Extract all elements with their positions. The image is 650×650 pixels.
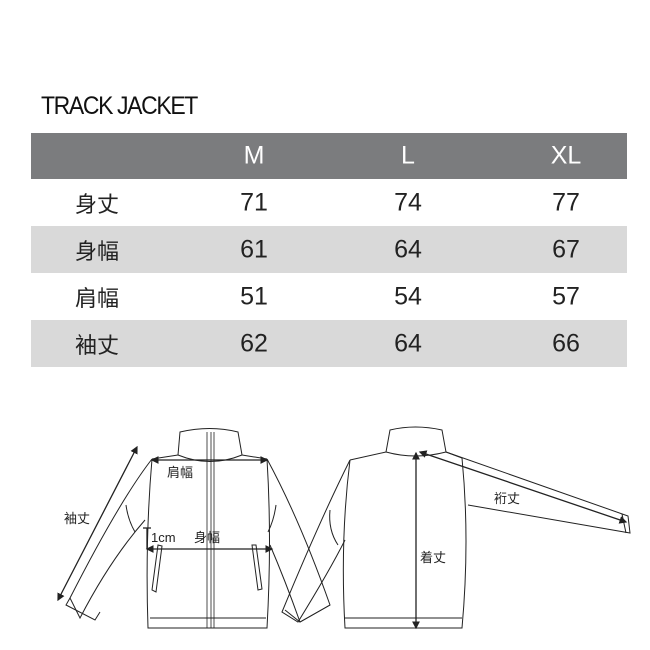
- measurement-lines: [57, 445, 628, 630]
- page-title: TRACK JACKET: [41, 92, 198, 120]
- row-label: 袖丈: [74, 332, 120, 358]
- table-row: 袖丈 62 64 66: [31, 320, 627, 367]
- cell: 74: [394, 188, 422, 216]
- row-label: 肩幅: [74, 285, 120, 311]
- table-header: M L XL: [31, 133, 627, 179]
- size-table: M L XL 身丈 71 74 77 身幅 61 64 67 肩幅 51 54 …: [31, 133, 627, 367]
- table-row: 肩幅 51 54 57: [31, 273, 627, 320]
- cell: 62: [240, 329, 268, 357]
- cell: 67: [552, 235, 580, 263]
- shoulder-width-label: 肩幅: [167, 465, 194, 480]
- cell: 61: [240, 235, 268, 263]
- cell: 77: [552, 188, 580, 216]
- cell: 71: [240, 188, 268, 216]
- cell: 64: [394, 235, 422, 263]
- table-row: 身丈 71 74 77: [31, 179, 627, 226]
- cell: 57: [552, 282, 580, 310]
- yuki-length-label: 裄丈: [494, 491, 521, 506]
- back-jacket-illustration: [281, 426, 631, 629]
- body-width-label: 身幅: [194, 530, 221, 545]
- cell: 66: [552, 329, 580, 357]
- row-label: 身丈: [74, 191, 120, 217]
- sleeve-length-label: 袖丈: [64, 511, 91, 526]
- column-header-m: M: [243, 141, 265, 170]
- cell: 64: [394, 329, 422, 357]
- offset-label: 1cm: [151, 530, 176, 545]
- cell: 51: [240, 282, 268, 310]
- column-header-l: L: [401, 141, 415, 170]
- cell: 54: [394, 282, 422, 310]
- column-header-xl: XL: [550, 141, 582, 170]
- body-length-label: 着丈: [420, 550, 447, 565]
- table-row: 身幅 61 64 67: [31, 226, 627, 273]
- row-label: 身幅: [74, 238, 120, 264]
